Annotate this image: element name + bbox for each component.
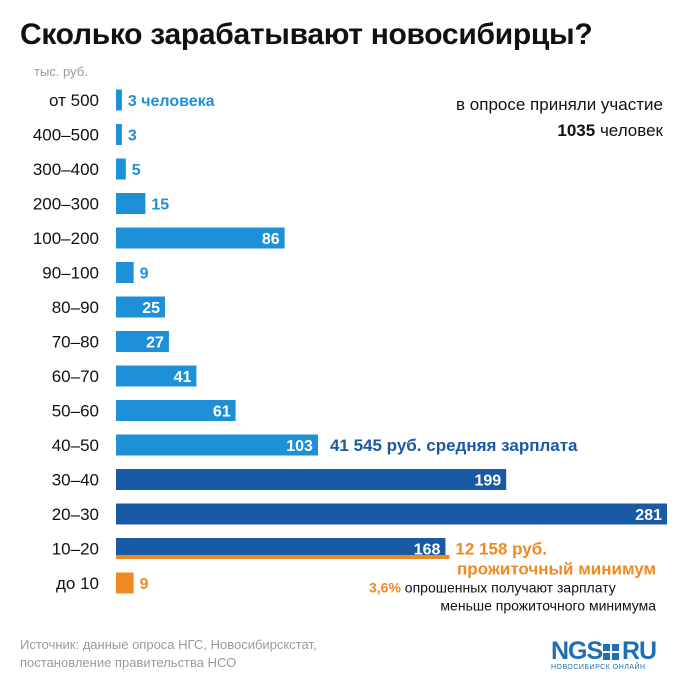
- bar: [116, 469, 507, 490]
- below-minimum-text: опрошенных получают зарплату: [401, 580, 616, 596]
- participation-note: в опросе приняли участие 1035 человек: [456, 92, 663, 144]
- category-label: 70–80: [52, 333, 99, 352]
- bar: [116, 434, 318, 456]
- category-label: 10–20: [52, 540, 99, 559]
- bar: [116, 227, 285, 249]
- bar-value-label: 86: [262, 231, 280, 248]
- bar-value-label: 3 человека: [128, 93, 215, 110]
- participation-count: 1035: [557, 121, 596, 140]
- bar-value-label: 199: [475, 473, 502, 490]
- participation-line2: 1035 человек: [456, 118, 663, 144]
- participation-line1: в опросе приняли участие: [456, 95, 663, 114]
- bar: [116, 262, 134, 283]
- subsistence-minimum-line: [116, 555, 450, 559]
- source-line1: Источник: данные опроса НГС, Новосибирск…: [20, 637, 317, 652]
- subsistence-minimum-label: прожиточный минимум: [457, 560, 656, 579]
- unit-label: тыс. руб.: [34, 64, 88, 79]
- ngs-logo[interactable]: NGS RU НОВОСИБИРСК ОНЛАЙН: [551, 637, 671, 673]
- bar-value-label: 281: [635, 507, 662, 524]
- bar: [116, 572, 134, 594]
- bar-value-label: 103: [286, 438, 313, 455]
- below-minimum-note-line1: 3,6% опрошенных получают зарплату: [369, 580, 616, 596]
- category-label: 300–400: [33, 160, 99, 179]
- bar-value-label: 3: [128, 128, 137, 145]
- category-label: 30–40: [52, 471, 99, 490]
- bar-value-label: 168: [414, 542, 441, 559]
- category-label: 400–500: [33, 126, 99, 145]
- bar-value-label: 27: [146, 335, 164, 352]
- bar: [116, 124, 122, 145]
- category-label: от 500: [49, 91, 99, 110]
- category-label: 200–300: [33, 195, 99, 214]
- bar: [116, 158, 126, 180]
- category-label: 50–60: [52, 402, 99, 421]
- bar: [116, 503, 667, 525]
- bar-value-label: 9: [140, 576, 149, 593]
- category-label: 90–100: [42, 264, 99, 283]
- category-label: 80–90: [52, 298, 99, 317]
- source-line2: постановление правительства НСО: [20, 655, 237, 670]
- category-label: 40–50: [52, 436, 99, 455]
- category-label: 60–70: [52, 367, 99, 386]
- below-minimum-note-line2: меньше прожиточного минимума: [440, 598, 656, 614]
- average-salary-note: 41 545 руб. средняя зарплата: [330, 436, 578, 455]
- category-label: до 10: [56, 574, 99, 593]
- bar-value-label: 5: [132, 162, 141, 179]
- bar: [116, 365, 197, 387]
- bar: [116, 538, 446, 559]
- category-label: 100–200: [33, 229, 99, 248]
- bar: [116, 296, 166, 318]
- page-title: Сколько зарабатывают новосибирцы?: [20, 18, 593, 51]
- bar-value-label: 25: [142, 300, 160, 317]
- bar-value-label: 61: [213, 404, 231, 421]
- bar: [116, 89, 122, 111]
- participation-suffix: человек: [595, 121, 663, 140]
- logo-ngs-text: NGS: [551, 637, 603, 665]
- logo-ru-text: RU: [622, 637, 657, 665]
- subsistence-minimum-value: 12 158 руб.: [455, 540, 547, 559]
- bar: [116, 193, 146, 214]
- bar-value-label: 41: [174, 369, 192, 386]
- bar-value-label: 15: [151, 197, 169, 214]
- category-label: 20–30: [52, 505, 99, 524]
- source-note: Источник: данные опроса НГС, Новосибирск…: [20, 636, 317, 672]
- logo-tagline: НОВОСИБИРСК ОНЛАЙН: [551, 664, 646, 671]
- bar: [116, 400, 236, 421]
- bar: [116, 331, 169, 352]
- below-minimum-percent: 3,6%: [369, 580, 401, 596]
- logo-square-icon: [603, 644, 619, 660]
- bar-value-label: 9: [140, 266, 149, 283]
